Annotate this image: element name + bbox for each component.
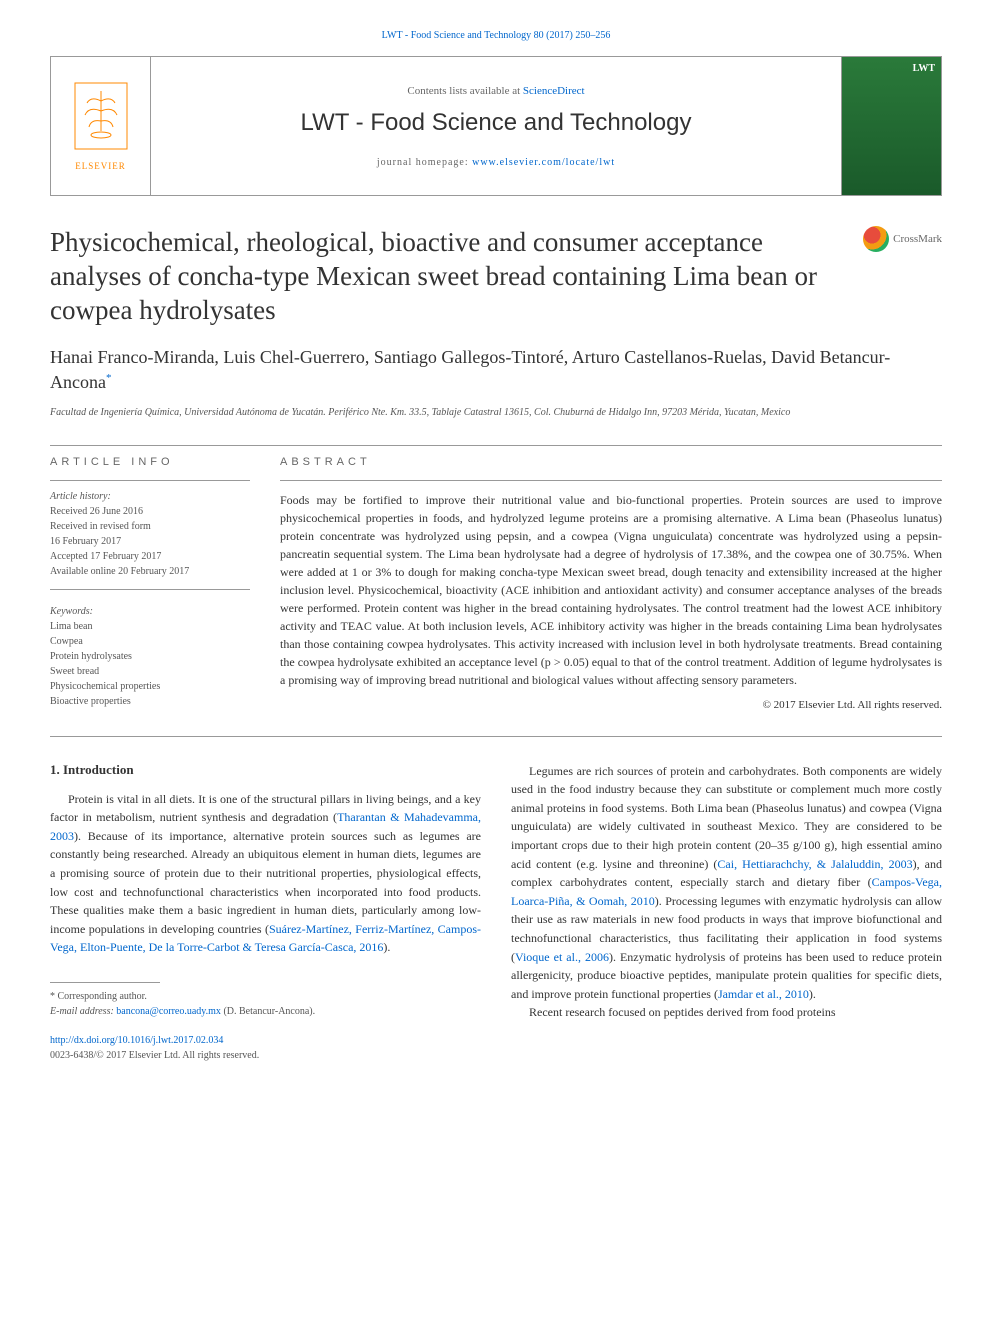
email-label: E-mail address: bbox=[50, 1006, 116, 1017]
introduction-heading: 1. Introduction bbox=[50, 762, 481, 778]
footnote-divider bbox=[50, 982, 160, 983]
header-middle: Contents lists available at ScienceDirec… bbox=[151, 57, 841, 195]
sciencedirect-link[interactable]: ScienceDirect bbox=[523, 85, 585, 97]
keyword: Cowpea bbox=[50, 634, 250, 649]
history-item: Received 26 June 2016 bbox=[50, 504, 250, 519]
elsevier-tree-icon bbox=[73, 81, 129, 161]
abstract-text: Foods may be fortified to improve their … bbox=[280, 491, 942, 689]
corresponding-marker: * bbox=[106, 372, 112, 384]
divider bbox=[50, 736, 942, 737]
issn-copyright: 0023-6438/© 2017 Elsevier Ltd. All right… bbox=[50, 1050, 259, 1061]
divider bbox=[50, 445, 942, 446]
keyword: Physicochemical properties bbox=[50, 679, 250, 694]
left-column: 1. Introduction Protein is vital in all … bbox=[50, 762, 481, 1063]
divider bbox=[50, 480, 250, 481]
history-item: Accepted 17 February 2017 bbox=[50, 549, 250, 564]
citation-link[interactable]: Jamdar et al., 2010 bbox=[718, 987, 809, 1001]
authors-text: Hanai Franco-Miranda, Luis Chel-Guerrero… bbox=[50, 347, 890, 392]
intro-text: ). Because of its importance, alternativ… bbox=[50, 829, 481, 936]
email-link[interactable]: bancona@correo.uady.mx bbox=[116, 1006, 221, 1017]
journal-cover-thumbnail bbox=[841, 57, 941, 195]
homepage-prefix: journal homepage: bbox=[377, 157, 472, 168]
intro-text: ). bbox=[809, 987, 816, 1001]
keyword: Sweet bread bbox=[50, 664, 250, 679]
journal-header: ELSEVIER Contents lists available at Sci… bbox=[50, 56, 942, 196]
history-label: Article history: bbox=[50, 491, 250, 502]
intro-paragraph: Protein is vital in all diets. It is one… bbox=[50, 790, 481, 957]
contents-prefix: Contents lists available at bbox=[407, 85, 522, 97]
keyword: Bioactive properties bbox=[50, 694, 250, 709]
doi-link[interactable]: http://dx.doi.org/10.1016/j.lwt.2017.02.… bbox=[50, 1035, 223, 1046]
article-title: Physicochemical, rheological, bioactive … bbox=[50, 226, 851, 327]
doi-block: http://dx.doi.org/10.1016/j.lwt.2017.02.… bbox=[50, 1033, 481, 1063]
journal-title: LWT - Food Science and Technology bbox=[301, 109, 692, 137]
intro-text: Recent research focused on peptides deri… bbox=[511, 1003, 942, 1022]
crossmark-badge[interactable]: CrossMark bbox=[863, 226, 942, 252]
citation-link[interactable]: Cai, Hettiarachchy, & Jalaluddin, 2003 bbox=[717, 857, 912, 871]
publisher-logo: ELSEVIER bbox=[51, 57, 151, 195]
crossmark-icon bbox=[863, 226, 889, 252]
article-info-column: ARTICLE INFO Article history: Received 2… bbox=[50, 456, 250, 711]
article-info-head: ARTICLE INFO bbox=[50, 456, 250, 468]
corresponding-footnote: * Corresponding author. bbox=[50, 989, 481, 1004]
abstract-copyright: © 2017 Elsevier Ltd. All rights reserved… bbox=[280, 699, 942, 711]
affiliation: Facultad de Ingeniería Química, Universi… bbox=[50, 406, 942, 420]
keyword: Protein hydrolysates bbox=[50, 649, 250, 664]
citation-link[interactable]: Vioque et al., 2006 bbox=[515, 950, 609, 964]
keyword: Lima bean bbox=[50, 619, 250, 634]
email-name: (D. Betancur-Ancona). bbox=[221, 1006, 315, 1017]
right-column: Legumes are rich sources of protein and … bbox=[511, 762, 942, 1063]
intro-text: Legumes are rich sources of protein and … bbox=[511, 764, 942, 871]
history-item: 16 February 2017 bbox=[50, 534, 250, 549]
divider bbox=[50, 589, 250, 590]
homepage-link[interactable]: www.elsevier.com/locate/lwt bbox=[472, 157, 615, 168]
history-item: Available online 20 February 2017 bbox=[50, 564, 250, 579]
intro-text: ). bbox=[383, 940, 390, 954]
body-columns: 1. Introduction Protein is vital in all … bbox=[50, 762, 942, 1063]
intro-paragraph: Legumes are rich sources of protein and … bbox=[511, 762, 942, 1022]
author-list: Hanai Franco-Miranda, Luis Chel-Guerrero… bbox=[50, 345, 942, 395]
issue-line: LWT - Food Science and Technology 80 (20… bbox=[50, 30, 942, 41]
history-item: Received in revised form bbox=[50, 519, 250, 534]
crossmark-label: CrossMark bbox=[893, 233, 942, 245]
abstract-column: ABSTRACT Foods may be fortified to impro… bbox=[280, 456, 942, 711]
info-abstract-row: ARTICLE INFO Article history: Received 2… bbox=[50, 456, 942, 711]
publisher-name: ELSEVIER bbox=[75, 161, 126, 171]
email-footnote: E-mail address: bancona@correo.uady.mx (… bbox=[50, 1004, 481, 1019]
journal-homepage: journal homepage: www.elsevier.com/locat… bbox=[377, 157, 615, 168]
contents-available: Contents lists available at ScienceDirec… bbox=[407, 85, 584, 97]
keywords-label: Keywords: bbox=[50, 606, 250, 617]
abstract-head: ABSTRACT bbox=[280, 456, 942, 468]
divider bbox=[280, 480, 942, 481]
